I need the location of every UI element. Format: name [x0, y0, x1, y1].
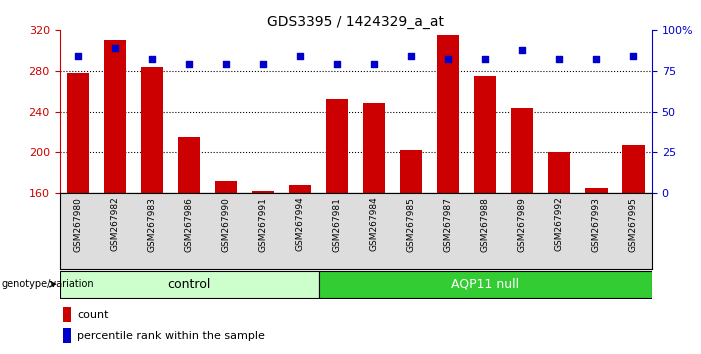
Text: GSM267984: GSM267984 — [369, 197, 379, 251]
Point — [257, 62, 268, 67]
Text: percentile rank within the sample: percentile rank within the sample — [77, 331, 265, 341]
Bar — [104, 40, 126, 193]
Text: GSM267990: GSM267990 — [222, 197, 231, 252]
Text: count: count — [77, 309, 109, 320]
Text: GSM267981: GSM267981 — [333, 197, 342, 252]
Point — [147, 57, 158, 62]
Point — [72, 53, 83, 59]
Text: AQP11 null: AQP11 null — [451, 278, 519, 291]
FancyBboxPatch shape — [319, 270, 652, 298]
Text: genotype/variation: genotype/variation — [1, 279, 94, 289]
Point — [109, 45, 121, 51]
Bar — [437, 35, 459, 193]
Text: GSM267989: GSM267989 — [518, 197, 527, 252]
Bar — [622, 145, 644, 193]
Text: GSM267992: GSM267992 — [555, 197, 564, 251]
Text: GSM267983: GSM267983 — [148, 197, 156, 252]
Bar — [548, 152, 571, 193]
Text: GSM267995: GSM267995 — [629, 197, 638, 252]
Text: GSM267993: GSM267993 — [592, 197, 601, 252]
Title: GDS3395 / 1424329_a_at: GDS3395 / 1424329_a_at — [267, 15, 444, 29]
Point — [406, 53, 417, 59]
FancyBboxPatch shape — [60, 270, 319, 298]
Bar — [326, 99, 348, 193]
Text: control: control — [168, 278, 211, 291]
Text: GSM267987: GSM267987 — [444, 197, 453, 252]
Point — [443, 57, 454, 62]
Bar — [585, 188, 608, 193]
Bar — [400, 150, 423, 193]
Bar — [141, 67, 163, 193]
Point — [184, 62, 195, 67]
Point — [332, 62, 343, 67]
Point — [294, 53, 306, 59]
Point — [628, 53, 639, 59]
Text: GSM267982: GSM267982 — [111, 197, 120, 251]
Bar — [62, 307, 72, 322]
Point — [221, 62, 232, 67]
Text: GSM267980: GSM267980 — [74, 197, 83, 252]
Point — [479, 57, 491, 62]
Text: GSM267986: GSM267986 — [184, 197, 193, 252]
Point — [591, 57, 602, 62]
Bar — [67, 73, 89, 193]
Bar — [474, 76, 496, 193]
Text: GSM267988: GSM267988 — [481, 197, 490, 252]
Point — [554, 57, 565, 62]
Text: GSM267985: GSM267985 — [407, 197, 416, 252]
Bar — [252, 191, 274, 193]
Bar — [363, 103, 386, 193]
Bar — [511, 108, 533, 193]
Text: GSM267994: GSM267994 — [296, 197, 305, 251]
Text: GSM267991: GSM267991 — [259, 197, 268, 252]
Bar — [178, 137, 200, 193]
Bar — [62, 328, 72, 343]
Bar — [289, 185, 311, 193]
Point — [369, 62, 380, 67]
Bar — [215, 181, 237, 193]
Point — [517, 47, 528, 52]
